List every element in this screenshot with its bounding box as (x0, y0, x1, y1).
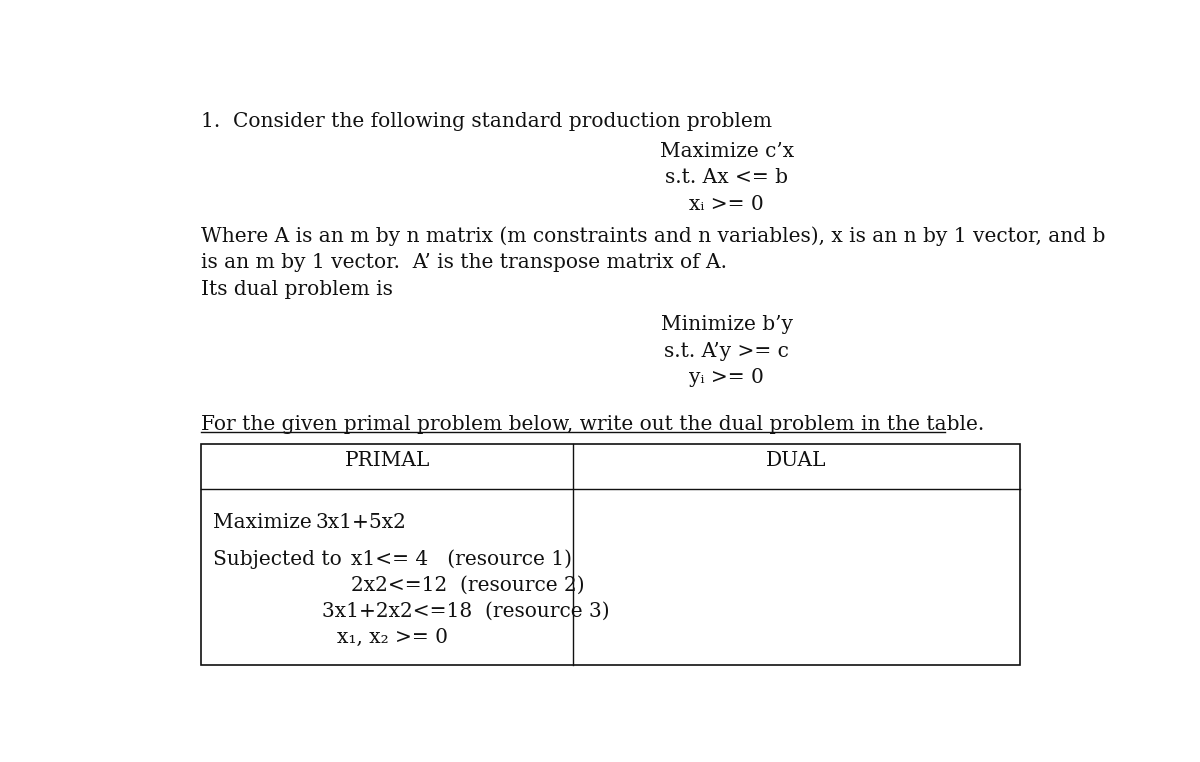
Text: 2x2<=12  (resource 2): 2x2<=12 (resource 2) (350, 576, 584, 595)
Text: x₁, x₂ >= 0: x₁, x₂ >= 0 (337, 628, 448, 647)
Text: 1.  Consider the following standard production problem: 1. Consider the following standard produ… (202, 112, 772, 131)
Text: yᵢ >= 0: yᵢ >= 0 (689, 368, 764, 387)
Text: 3x1+2x2<=18  (resource 3): 3x1+2x2<=18 (resource 3) (322, 602, 610, 621)
Text: 3x1+5x2: 3x1+5x2 (316, 514, 407, 533)
Text: is an m by 1 vector.  A’ is the transpose matrix of A.: is an m by 1 vector. A’ is the transpose… (202, 253, 727, 272)
Text: PRIMAL: PRIMAL (344, 451, 430, 470)
Text: s.t. A’y >= c: s.t. A’y >= c (664, 341, 790, 360)
Bar (202, 444, 1020, 665)
Text: x1<= 4   (resource 1): x1<= 4 (resource 1) (350, 550, 572, 569)
Text: For the given primal problem below, write out the dual problem in the table.: For the given primal problem below, writ… (202, 415, 984, 434)
Text: xᵢ >= 0: xᵢ >= 0 (689, 195, 764, 214)
Text: Its dual problem is: Its dual problem is (202, 280, 394, 299)
Text: Minimize b’y: Minimize b’y (661, 315, 793, 334)
Text: Maximize c’x: Maximize c’x (660, 142, 793, 161)
Text: Maximize: Maximize (214, 514, 312, 533)
Text: s.t. Ax <= b: s.t. Ax <= b (665, 168, 788, 187)
Text: Subjected to: Subjected to (214, 550, 342, 569)
Text: Where A is an m by n matrix (m constraints and n variables), x is an n by 1 vect: Where A is an m by n matrix (m constrain… (202, 226, 1105, 245)
Text: DUAL: DUAL (766, 451, 827, 470)
